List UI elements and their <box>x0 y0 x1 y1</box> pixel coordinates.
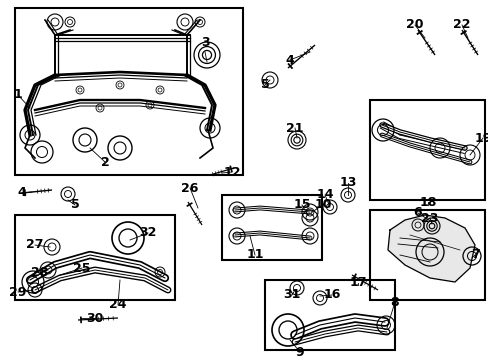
Text: 12: 12 <box>223 166 240 179</box>
Text: 15: 15 <box>293 198 310 211</box>
Text: 11: 11 <box>246 248 263 261</box>
Text: 17: 17 <box>348 276 366 289</box>
Text: 16: 16 <box>323 288 340 302</box>
Text: 3: 3 <box>200 36 209 49</box>
Text: 9: 9 <box>295 346 304 359</box>
Text: 21: 21 <box>285 122 303 135</box>
Bar <box>222 195 321 260</box>
Text: 14: 14 <box>316 189 333 202</box>
Text: 25: 25 <box>73 261 91 274</box>
Text: 4: 4 <box>285 54 294 67</box>
Polygon shape <box>387 215 474 282</box>
Text: 22: 22 <box>452 18 470 31</box>
Text: 32: 32 <box>139 226 156 239</box>
Text: 13: 13 <box>339 176 356 189</box>
Text: 26: 26 <box>181 181 198 194</box>
Text: 6: 6 <box>413 207 422 220</box>
Text: 20: 20 <box>406 18 423 31</box>
Text: 1: 1 <box>14 89 22 102</box>
Bar <box>264 280 394 350</box>
Bar <box>369 100 484 200</box>
Text: 31: 31 <box>283 288 300 302</box>
Text: 7: 7 <box>469 248 478 261</box>
Text: 8: 8 <box>390 296 399 309</box>
Text: 18: 18 <box>418 195 436 208</box>
Text: 10: 10 <box>314 198 331 211</box>
Text: 29: 29 <box>9 285 27 298</box>
Text: 4: 4 <box>18 186 26 199</box>
Text: 19: 19 <box>473 131 488 144</box>
Text: 27: 27 <box>26 238 43 252</box>
Bar <box>15 215 175 300</box>
Text: 2: 2 <box>101 156 109 168</box>
Text: 28: 28 <box>31 266 49 279</box>
Bar <box>369 210 484 300</box>
Text: 24: 24 <box>109 298 126 311</box>
Text: 30: 30 <box>86 311 103 324</box>
Bar <box>15 8 243 175</box>
Text: 23: 23 <box>421 211 438 225</box>
Text: 5: 5 <box>70 198 79 211</box>
Text: 5: 5 <box>260 78 269 91</box>
